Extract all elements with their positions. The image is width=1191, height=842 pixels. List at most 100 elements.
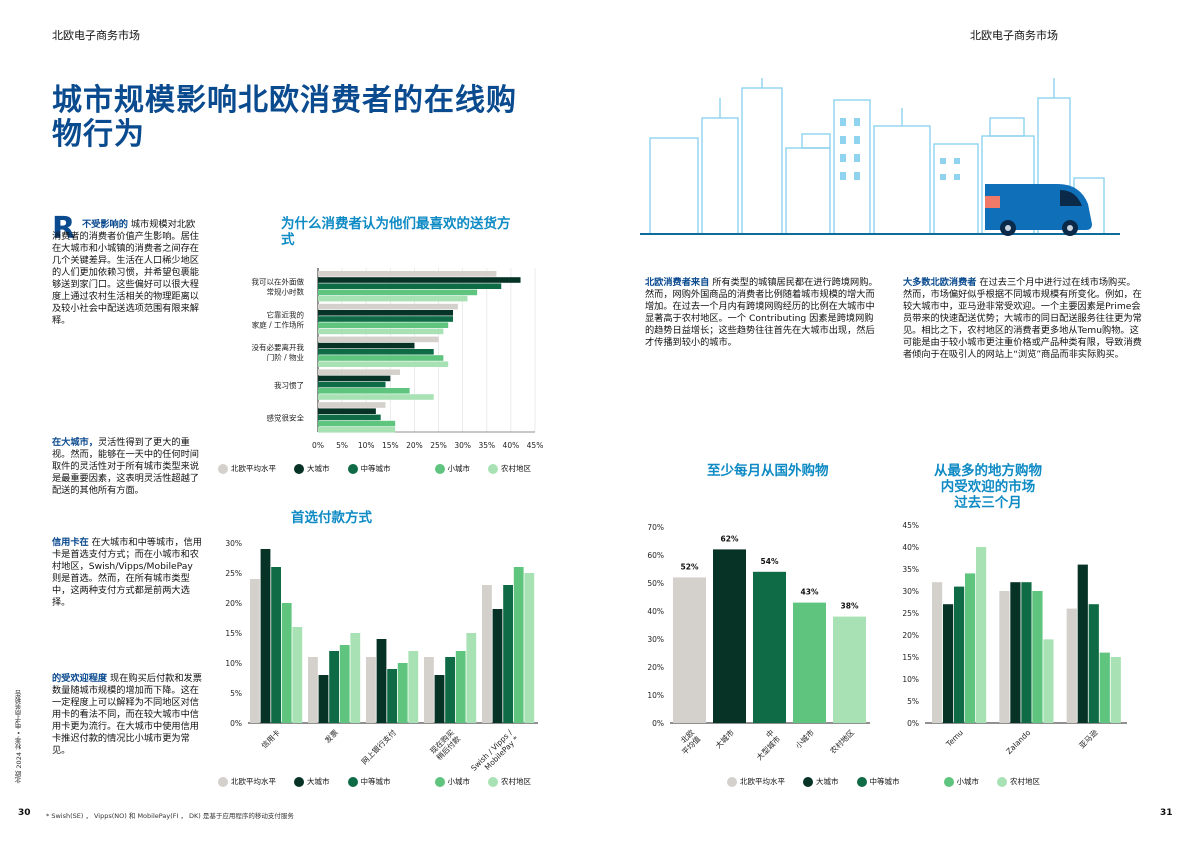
legend-item: 中等城市 [347,463,391,474]
category-label: 我习惯了 [274,380,304,390]
legend-label: 中等城市 [360,777,391,786]
bar [376,639,387,723]
bar [466,633,477,723]
y-tick-label: 35% [902,565,919,574]
bar [513,567,524,723]
side-label: 北欧 2024 秋季 • 电子商务报告 [15,690,23,784]
legend-label: 北欧平均水平 [231,777,276,786]
y-tick-label: 10% [225,659,242,668]
category-label: 没有必要离开我 [252,342,305,352]
legend-item: 小城市 [434,463,471,474]
bar [318,675,329,723]
bar [329,651,339,723]
bar [318,420,396,427]
y-tick-label: 30% [225,539,242,548]
bar [339,645,350,723]
legend-item: 中等城市 [856,776,900,787]
legend-label: 小城市 [447,464,471,473]
p2-text: 灵活性得到了更大的重视。然而，能够在一天中的任何时间取件的灵活性对于所有城市类型… [52,437,199,496]
legend-label: 中等城市 [869,777,900,786]
marketplace-chart: 0% 5% 10% 15% 20% 25% 30% 35% 40% 45% Temu Zalando 亚… [902,521,1127,756]
bar [318,316,454,322]
bar [308,657,318,723]
category-label: 大城市 [713,727,736,750]
bar [271,567,281,723]
legend-label: 大城市 [816,777,839,786]
bar [833,616,866,723]
intro-text: 城市规模对北欧消费者的消费者价值产生影响。居住在大城市和小城镇的消费者之间存在几… [52,219,199,326]
marketplace-title-line-2: 内受欢迎的市场 [940,479,1036,495]
y-tick-label: 10% [647,691,664,700]
legend-label: 大城市 [307,777,330,786]
rp2-bold: 大多数北欧消费者 [903,277,977,288]
p4-text: 现在购买后付款和发票数量随城市规模的增加而下降。这在一定程度上可以解释为不同地区… [52,673,202,756]
legend-label: 农村地区 [1010,777,1040,786]
bar [793,602,826,723]
x-tick-label: 25% [430,441,447,450]
crossborder-chart-title: 至少每月从国外购物 [707,463,829,479]
bar [445,657,455,723]
bar [976,547,987,723]
legend-label: 农村地区 [501,777,531,786]
legend-item: 农村地区 [997,776,1040,787]
intro-paragraph: 不受影响的 城市规模对北欧消费者的消费者价值产生影响。居住在大城市和小城镇的消费… [52,219,202,327]
bar [318,394,434,400]
lower-right-legend: 北欧平均水平 大城市 中等城市 小城市 农村地区 [727,776,1057,787]
bar [397,663,408,723]
payment-chart: 0% 5% 10% 15% 20% 25% 30% 信用卡 发票 网上银行支付 现在购买稍后付款 Sw… [225,539,538,773]
legend-item: 大城市 [294,463,330,474]
bar [524,573,535,723]
legend-item: 北欧平均水平 [218,776,276,787]
paragraph-credit-card: 信用卡在 在大城市和中等城市，信用卡是首选支付方式；而在小城市和农村地区，Swi… [52,537,202,609]
delivery-van-icon [985,184,1092,236]
crossborder-chart: 0% 10% 20% 30% 40% 50% 60% 70% 52% 北欧平均值 62% 大城市 54%… [647,523,870,762]
x-tick-label: 20% [406,441,423,450]
legend-swatch [488,776,498,787]
bar [1066,608,1077,723]
paragraph-crossborder: 北欧消费者来自 所有类型的城镇居民都在进行跨境网购。然而，网购外国商品的消费者比… [645,277,880,349]
y-tick-label: 20% [225,599,242,608]
y-tick-label: 45% [902,521,919,530]
data-label: 62% [721,534,739,543]
category-label: 它靠近我的 [267,309,305,319]
bar [318,414,381,421]
y-tick-label: 25% [902,609,919,618]
y-tick-label: 0% [230,719,242,728]
x-tick-label: 35% [478,441,495,450]
delivery-legend: 北欧平均水平 大城市 中等城市 小城市 农村地区 [218,463,548,474]
bar [999,591,1010,723]
bar [318,328,444,335]
category-label: 信用卡 [259,727,282,750]
bar [318,369,400,375]
y-tick-label: 10% [902,675,919,684]
intro-bold: 不受影响的 [82,219,128,230]
y-tick-label: 15% [225,629,242,638]
p3-text: 在大城市和中等城市，信用卡是首选支付方式；而在小城市和农村地区，Swish/Vi… [52,537,202,608]
delivery-chart-title: 为什么消费者认为他们最喜欢的送货方式 [281,216,511,248]
bar [1010,582,1021,723]
bar [318,295,468,302]
bar [387,669,397,723]
bar [492,609,503,723]
y-tick-label: 5% [230,689,242,698]
category-label: 小城市 [793,727,816,750]
bar [503,585,513,723]
legend-label: 小城市 [447,777,471,786]
y-tick-label: 50% [647,579,664,588]
bar [318,322,449,328]
x-tick-label: 30% [454,441,471,450]
rp1-bold: 北欧消费者来自 [645,277,710,288]
bar [932,582,943,723]
bar [318,303,458,310]
bar [713,549,746,723]
header-right: 北欧电子商务市场 [970,29,1058,42]
legend-swatch [294,776,304,787]
bar [753,571,786,723]
legend-label: 中等城市 [360,464,391,473]
legend-item: 小城市 [943,776,979,787]
marketplace-title-line-3: 过去三个月 [954,495,1022,511]
bar [318,375,391,382]
marketplace-title-line-1: 从最多的地方购物 [934,463,1042,479]
bar [1077,564,1088,723]
y-tick-label: 0% [907,719,919,728]
